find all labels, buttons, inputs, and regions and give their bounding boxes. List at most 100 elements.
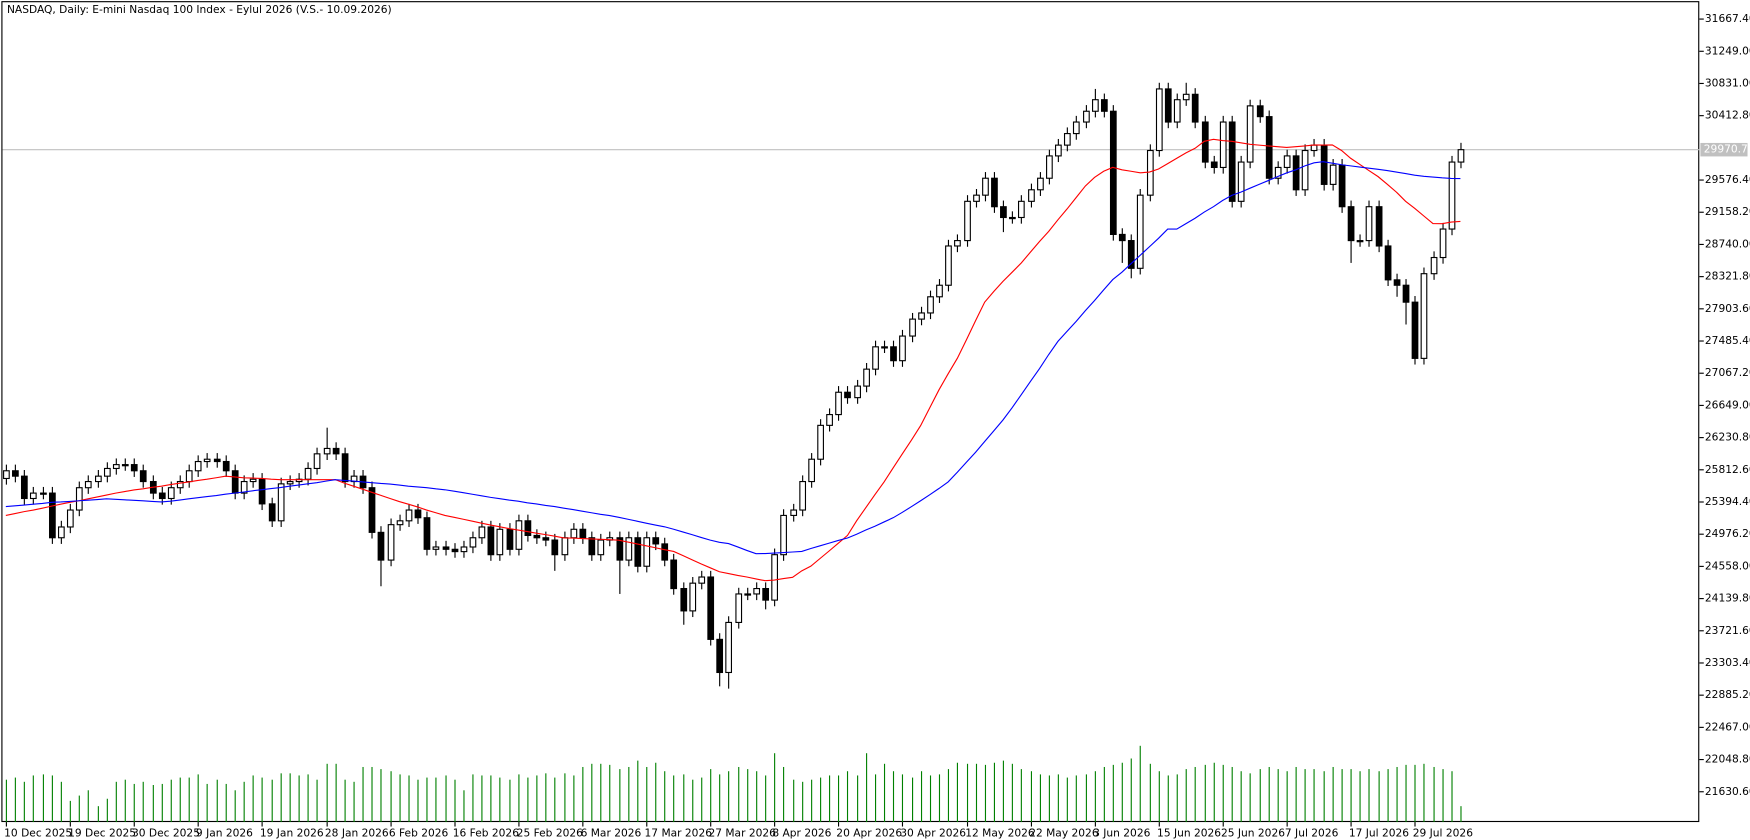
y-tick-label: 25394.40 — [1705, 495, 1750, 508]
candle-body — [451, 548, 459, 553]
candle-body — [1092, 99, 1099, 112]
candle-body — [643, 537, 651, 567]
candle-body — [1265, 116, 1273, 179]
chart-title: NASDAQ, Daily: E-mini Nasdaq 100 Index -… — [7, 3, 392, 16]
candle-body — [1237, 161, 1245, 202]
candle-body — [277, 483, 285, 522]
candle-body — [1384, 245, 1392, 281]
candle-body — [954, 240, 961, 247]
x-tick-label: 6 Feb 2026 — [389, 826, 449, 839]
candle-body — [515, 520, 523, 550]
candle-body — [771, 554, 778, 601]
candle-body — [881, 346, 888, 349]
candle-body — [414, 509, 422, 519]
candle-body — [616, 537, 624, 561]
x-tick-label: 17 Jul 2026 — [1349, 826, 1409, 839]
candle-body — [66, 509, 74, 528]
y-tick-label: 22048.80 — [1705, 753, 1750, 766]
candle-body — [1356, 240, 1364, 243]
candle-body — [1028, 189, 1035, 202]
candle-body — [423, 517, 431, 550]
y-tick-label: 22467.00 — [1705, 720, 1750, 733]
y-tick-label: 29158.20 — [1705, 205, 1750, 218]
y-tick-label: 28740.00 — [1705, 237, 1750, 250]
candle-body — [240, 480, 248, 494]
y-tick-label: 26649.00 — [1705, 398, 1750, 411]
candle-body — [387, 524, 395, 561]
y-tick-label: 23721.60 — [1705, 624, 1750, 637]
candle-body — [12, 470, 19, 477]
x-tick-label: 19 Dec 2025 — [68, 826, 136, 839]
candle-body — [936, 284, 943, 298]
candle-body — [396, 520, 404, 526]
candle-body — [176, 480, 184, 489]
y-tick-label: 27903.60 — [1705, 302, 1750, 315]
candle-body — [1219, 121, 1227, 169]
candle-body — [460, 546, 468, 553]
candle-body — [1210, 161, 1218, 169]
x-tick-label: 25 Feb 2026 — [517, 826, 583, 839]
candle-body — [222, 460, 230, 472]
candle-body — [1063, 133, 1071, 146]
candle-body — [1375, 206, 1383, 247]
candle-body — [258, 478, 266, 505]
candle-body — [872, 346, 879, 370]
candle-body — [716, 638, 724, 674]
x-tick-label: 20 Apr 2026 — [836, 826, 902, 839]
candle-body — [1439, 228, 1447, 259]
candle-body — [405, 509, 413, 522]
candle-body — [231, 470, 239, 494]
candle-body — [689, 582, 697, 612]
x-tick-label: 9 Jan 2026 — [196, 826, 253, 839]
candle-body — [561, 537, 569, 556]
y-tick-label: 24558.00 — [1705, 559, 1750, 572]
candle-body — [1320, 144, 1328, 185]
candle-body — [496, 528, 504, 556]
candle-body — [762, 587, 770, 601]
candle-body — [75, 487, 83, 511]
candle-body — [478, 526, 486, 539]
x-tick-label: 12 May 2026 — [965, 826, 1035, 839]
y-tick-label: 24139.80 — [1705, 592, 1750, 605]
moving-average-line — [5, 161, 1461, 555]
candle-body — [680, 587, 688, 612]
candle-body — [661, 543, 669, 561]
candle-body — [533, 534, 541, 539]
candle-body — [1055, 144, 1062, 157]
candle-body — [1146, 149, 1154, 196]
candle-body — [597, 539, 605, 556]
candle-body — [945, 245, 952, 286]
candle-body — [304, 467, 312, 480]
x-tick-label: 8 Apr 2026 — [772, 826, 831, 839]
candle-body — [377, 531, 385, 561]
candle-body — [753, 587, 761, 595]
candle-body — [725, 621, 733, 674]
candle-body — [121, 464, 129, 467]
candle-body — [112, 464, 120, 470]
candle-body — [1017, 200, 1025, 219]
candle-body — [432, 546, 440, 550]
candle-body — [1411, 301, 1419, 359]
candle-body — [1164, 88, 1172, 123]
y-tick-label: 28321.80 — [1705, 270, 1750, 283]
candle-body — [927, 296, 934, 314]
y-tick-label: 26230.80 — [1705, 431, 1750, 444]
candle-body — [313, 453, 321, 470]
candle-body — [3, 470, 10, 480]
candle-body — [1083, 110, 1090, 123]
candle-body — [1301, 149, 1309, 191]
candle-body — [1292, 155, 1300, 191]
candle-body — [1274, 166, 1282, 179]
candle-body — [1000, 206, 1007, 219]
x-tick-label: 25 Jun 2026 — [1221, 826, 1285, 839]
candle-body — [40, 492, 47, 495]
candle-body — [332, 447, 340, 455]
candle-body — [707, 576, 715, 640]
x-tick-label: 29 Jul 2026 — [1413, 826, 1473, 839]
y-tick-label: 21630.60 — [1705, 785, 1750, 798]
candle-body — [185, 470, 193, 483]
candle-body — [835, 391, 842, 416]
candle-body — [652, 537, 660, 545]
candle-body — [909, 318, 916, 337]
